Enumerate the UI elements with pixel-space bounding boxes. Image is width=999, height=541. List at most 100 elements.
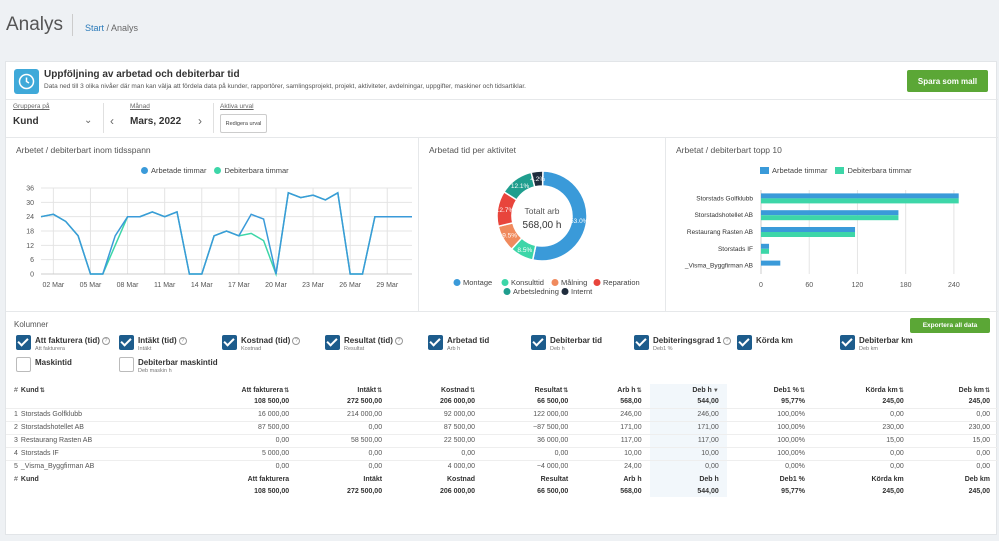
table-row[interactable]: 1 Storstads Golfklubb 16 000,00 214 000,00 9… [6,407,998,421]
column-header[interactable]: Arb h [576,473,649,485]
cell-value: 58 500,00 [350,437,383,444]
y-tick-label: 6 [30,257,34,264]
help-icon[interactable]: ? [178,337,187,345]
help-icon[interactable]: ? [101,337,110,345]
column-header[interactable]: Deb1 %⇅ [727,384,813,396]
sort-icon[interactable]: ⇅ [39,387,45,394]
help-icon[interactable]: ? [292,337,301,345]
table-cell: 0,00% [726,459,813,473]
column-header[interactable]: Arb h⇅ [576,384,649,396]
y-tick-label: 18 [26,229,34,236]
column-header[interactable]: Körda km⇅ [813,384,912,396]
table-cell: 15,00 [812,433,912,447]
column-checkbox[interactable] [16,335,31,350]
column-header[interactable]: Att fakturera [181,473,297,485]
column-checkbox-label[interactable]: Körda km [756,336,793,345]
table-cell: 16 000,00 [181,407,298,421]
save-as-template-button[interactable]: Spara som mall [907,70,988,92]
table-cell: 100,00% [726,446,813,460]
table-row[interactable]: 4 Storstads IF 5 000,00 0,00 0,00 0,00 10,00 10… [6,446,998,460]
table-row[interactable]: 5 _Visma_Byggfirman AB 0,00 0,00 4 000,00 −4 … [6,459,998,473]
legend-item-billable[interactable]: Debiterbara timmar [214,166,289,175]
column-header[interactable]: Intäkt [297,473,390,485]
y-category-label: Storstads Golfklubb [696,195,753,202]
column-checkbox-label[interactable]: Maskintid [35,358,72,367]
cell-value: Storstads IF [20,450,59,457]
column-checkbox-label[interactable]: Debiterbar km [859,336,913,345]
column-checkbox[interactable] [634,335,649,350]
column-header[interactable]: Intäkt⇅ [297,384,390,396]
column-header[interactable]: Deb1 % [727,473,813,485]
sort-icon[interactable]: ⇅ [284,387,290,394]
column-header[interactable]: Att fakturera⇅ [181,384,297,396]
column-checkbox[interactable] [531,335,546,350]
sort-icon[interactable]: ⇅ [984,387,990,394]
column-header[interactable]: Deb km⇅ [912,384,998,396]
row-index: 1 [14,411,18,418]
table-cell: 0,00 [812,446,912,460]
sort-icon[interactable]: ⇅ [377,387,383,394]
group-by-select[interactable]: Kund [13,116,39,127]
column-checkbox[interactable] [16,357,31,372]
legend-label: Internt [571,287,593,296]
column-checkbox-label[interactable]: Debiteringsgrad 1? [653,336,732,345]
table-row[interactable]: 2 Storstadshotellet AB 87 500,00 0,00 87 500… [6,420,998,434]
help-icon[interactable]: ? [394,337,403,345]
legend-item-worked[interactable]: Arbetade timmar [141,166,206,175]
sort-icon[interactable]: ⇅ [469,387,475,394]
cell-value: 36 000,00 [537,437,569,444]
column-checkbox-label[interactable]: Intäkt (tid)? [138,336,187,345]
column-header[interactable]: Deb km [912,473,998,485]
column-header[interactable]: # Kund [6,473,181,485]
export-all-data-button[interactable]: Exportera all data [910,318,990,333]
column-header[interactable]: Kostnad [390,473,483,485]
column-checkbox[interactable] [840,335,855,350]
column-header[interactable]: Deb h▼ [649,384,727,396]
column-checkbox[interactable] [119,357,134,372]
column-checkbox-label[interactable]: Resultat (tid)? [344,336,403,345]
sort-desc-icon[interactable]: ▼ [712,387,719,394]
card-header: Uppföljning av arbetad och debiterbar ti… [6,62,998,100]
sort-icon[interactable]: ⇅ [898,387,904,394]
legend-item-worked[interactable]: Arbetade timmar [760,166,827,175]
legend-item-billable[interactable]: Debiterbara timmar [835,166,912,175]
column-checkbox[interactable] [325,335,340,350]
column-checkbox[interactable] [737,335,752,350]
column-checkbox[interactable] [428,335,443,350]
sort-icon[interactable]: ⇅ [799,387,805,394]
sort-icon[interactable]: ⇅ [636,387,642,394]
column-short-name: Deb1 % [653,346,673,352]
column-header[interactable]: Resultat [483,473,576,485]
column-header[interactable]: Deb h [649,473,727,485]
previous-month-arrow-icon[interactable]: ‹ [110,114,114,128]
column-header[interactable]: Kostnad⇅ [390,384,483,396]
x-tick-label: 11 Mar [154,282,176,289]
chevron-down-icon[interactable]: ⌄ [84,115,93,126]
column-checkbox[interactable] [222,335,237,350]
x-tick-label: 29 Mar [376,282,398,289]
column-checkbox-label[interactable]: Debiterbar tid [550,336,602,345]
table-row[interactable]: 3 Restaurang Rasten AB 0,00 58 500,00 22 500… [6,433,998,447]
column-header-label: Resultat [534,386,563,394]
month-label: Månad [130,103,150,110]
help-icon[interactable]: ? [723,337,732,345]
next-month-arrow-icon[interactable]: › [198,114,202,128]
breadcrumb-home-link[interactable]: Start [85,23,105,33]
total-cell: 544,00 [649,485,727,497]
cell-value: _Visma_Byggfirman AB [20,463,95,471]
sort-icon[interactable]: ⇅ [563,387,569,394]
cell-value: 0,00 [976,411,990,418]
column-header[interactable]: Körda km [813,473,912,485]
page-title: Analys [6,14,64,35]
column-checkbox-label[interactable]: Arbetad tid [447,336,489,345]
column-checkbox-label[interactable]: Att fakturera (tid)? [35,336,110,345]
edit-filters-button[interactable]: Redigera urval [220,114,267,133]
column-checkbox-label[interactable]: Debiterbar maskintid [138,358,218,367]
column-header[interactable]: Resultat⇅ [483,384,576,396]
table-cell: 24,00 [576,459,650,473]
table-cell: −4 000,00 [483,459,577,473]
column-checkbox[interactable] [119,335,134,350]
column-header[interactable]: # Kund⇅ [6,384,181,396]
column-checkbox-label[interactable]: Kostnad (tid)? [241,336,301,345]
legend-label: Arbetade timmar [772,166,828,175]
